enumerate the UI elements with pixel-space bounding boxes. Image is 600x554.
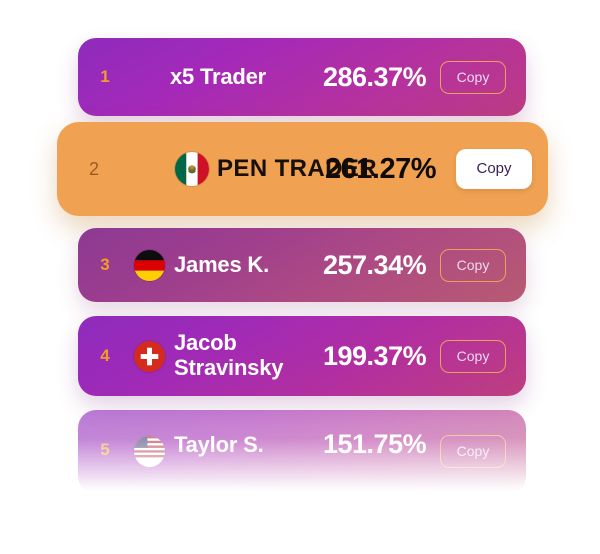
copy-button[interactable]: Copy xyxy=(456,149,532,189)
rank-number: 3 xyxy=(100,255,110,274)
leaderboard-row[interactable]: 5 Taylor S. 151.75% Copy xyxy=(78,410,526,494)
leaderboard-row-faded-wrapper: 5 Taylor S. 151.75% Copy xyxy=(78,410,526,494)
copy-button[interactable]: Copy xyxy=(440,60,506,94)
leaderboard-row[interactable]: 1 x5 Trader 286.37% Copy xyxy=(78,38,526,116)
flag-mexico-icon xyxy=(175,152,209,186)
leaderboard-row-highlighted[interactable]: 2 PEN TRADER 261.27% Copy xyxy=(57,122,548,216)
rank-number: 4 xyxy=(100,346,110,365)
rank-number: 1 xyxy=(100,67,110,86)
trader-name-line-2: Stravinsky xyxy=(174,355,284,380)
performance-percent: 257.34% xyxy=(323,249,427,280)
trader-name-line-1: Jacob xyxy=(174,330,237,356)
trader-name: x5 Trader xyxy=(170,63,267,89)
rank-number: 5 xyxy=(100,440,110,459)
flag-germany-icon xyxy=(134,249,165,281)
trader-name: PEN TRADER xyxy=(217,154,378,182)
copy-button[interactable]: Copy xyxy=(440,435,506,468)
performance-percent: 261.27% xyxy=(325,152,437,185)
rank-number: 2 xyxy=(88,158,99,179)
flag-usa-icon xyxy=(134,436,165,467)
trader-name: Jacob Stravinsky xyxy=(174,331,324,380)
copy-button[interactable]: Copy xyxy=(440,339,506,373)
leaderboard-row[interactable]: 4 Jacob Stravinsky 199.37% Copy xyxy=(78,316,526,396)
trader-name: James K. xyxy=(174,251,270,277)
performance-percent: 286.37% xyxy=(323,61,427,92)
performance-percent: 199.37% xyxy=(323,340,427,371)
trader-name: Taylor S. xyxy=(174,432,264,457)
leaderboard-row[interactable]: 3 James K. 257.34% Copy xyxy=(78,228,526,302)
performance-percent: 151.75% xyxy=(323,429,427,459)
copy-button[interactable]: Copy xyxy=(440,248,506,282)
flag-switzerland-icon xyxy=(134,340,165,372)
